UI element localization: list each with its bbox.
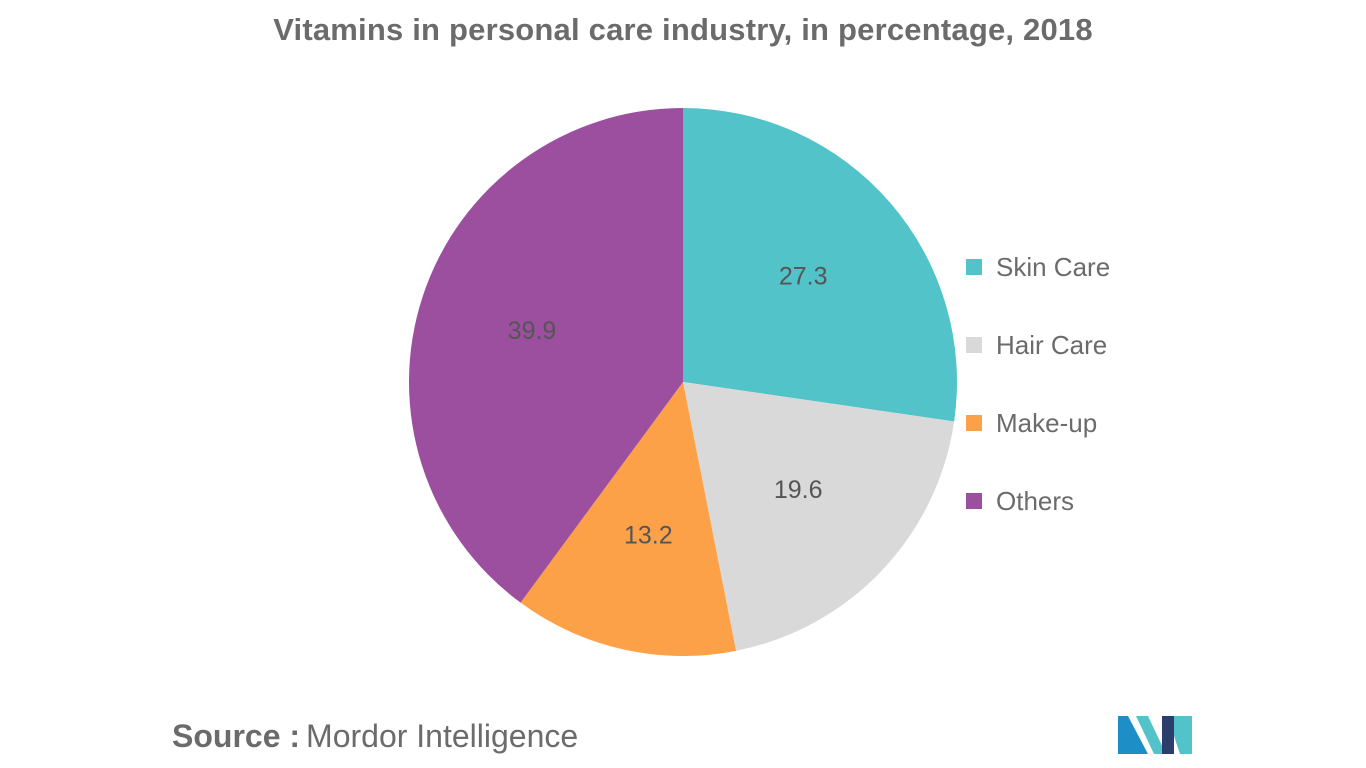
legend-swatch-others [966, 493, 982, 509]
pie-value-labels: 27.3 19.6 13.2 39.9 [508, 263, 828, 550]
pie-slice-others[interactable] [409, 107, 683, 603]
pie-value-label-hair-care: 19.6 [774, 476, 823, 504]
legend-swatch-make-up [966, 415, 982, 431]
legend: Skin Care Hair Care Make-up Others [966, 248, 1110, 540]
legend-item-hair-care[interactable]: Hair Care [966, 306, 1110, 384]
legend-swatch-hair-care [966, 337, 982, 353]
legend-item-make-up[interactable]: Make-up [966, 384, 1110, 462]
legend-item-skin-care[interactable]: Skin Care [966, 228, 1110, 306]
legend-label-make-up: Make-up [996, 408, 1098, 438]
pie-slices [409, 107, 957, 656]
pie-value-label-others: 39.9 [508, 317, 557, 345]
pie-slice-make-up[interactable] [520, 382, 737, 656]
source-label: Source : [172, 718, 301, 754]
legend-label-skin-care: Skin Care [996, 252, 1111, 282]
source-note: Source : Mordor Intelligence [172, 718, 578, 755]
pie-slice-skin-care[interactable] [683, 108, 957, 422]
legend-item-others[interactable]: Others [966, 462, 1110, 540]
pie-value-label-skin-care: 27.3 [779, 263, 828, 291]
pie-value-label-make-up: 13.2 [624, 522, 673, 550]
mordor-intelligence-logo-icon [1118, 716, 1192, 754]
chart-title: Vitamins in personal care industry, in p… [273, 12, 1093, 47]
legend-swatch-skin-care [966, 259, 982, 275]
source-value: Mordor Intelligence [306, 718, 579, 754]
legend-label-others: Others [996, 486, 1075, 516]
legend-label-hair-care: Hair Care [996, 330, 1108, 360]
pie-slice-hair-care[interactable] [683, 382, 955, 651]
